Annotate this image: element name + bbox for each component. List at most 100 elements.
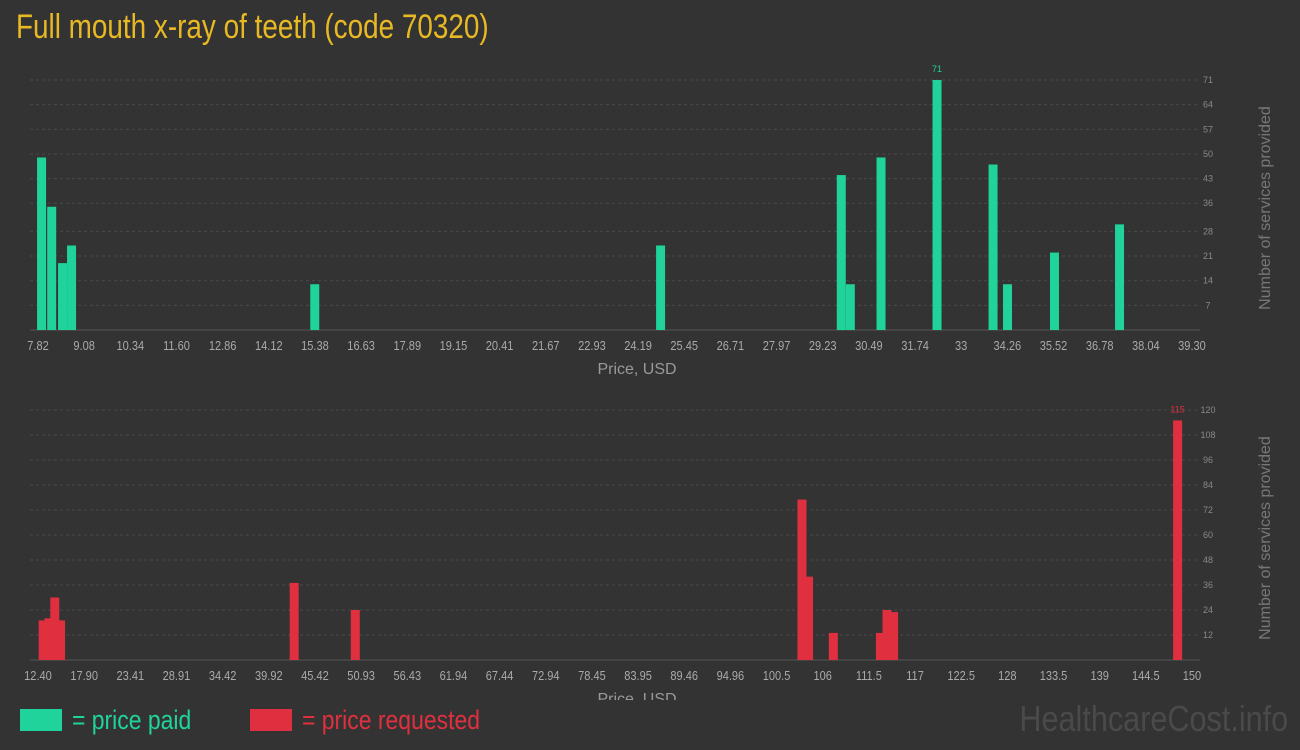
chart-panel-1: 7 14 21 28 36 43 50 57 64 71 71 7.82 9.08 10.34 11.60 1… (27, 64, 1274, 378)
y-axis-label: Number of services provided (1257, 106, 1274, 310)
x-tick-label: 26.71 (717, 338, 745, 353)
x-tick-label: 78.45 (578, 668, 606, 683)
legend-requested: = price requested (250, 704, 511, 735)
x-tick-label: 38.04 (1132, 338, 1160, 353)
x-tick-label: 39.30 (1178, 338, 1206, 353)
x-tick-label: 50.93 (347, 668, 375, 683)
y-tick-label: 72 (1203, 505, 1213, 515)
x-tick-label: 28.91 (163, 668, 191, 683)
peak-value-label: 71 (932, 64, 942, 74)
y-tick-label: 43 (1203, 174, 1213, 184)
x-tick-label: 19.15 (440, 338, 468, 353)
bar (1173, 420, 1183, 660)
legend-requested-swatch (250, 709, 292, 731)
x-tick-label: 29.23 (809, 338, 837, 353)
bar (875, 632, 885, 660)
x-tick-label: 34.26 (994, 338, 1022, 353)
x-tick-label: 56.43 (393, 668, 421, 683)
x-tick-label: 133.5 (1040, 668, 1068, 683)
bar (310, 284, 320, 330)
bar (58, 263, 68, 330)
x-tick-label: 122.5 (947, 668, 975, 683)
x-tick-label: 36.78 (1086, 338, 1114, 353)
chart-panel-2: 12 24 36 48 60 72 84 96 108 120 115 12.40 17.90 23.41… (24, 404, 1274, 700)
bar (56, 620, 66, 660)
x-tick-label: 94.96 (717, 668, 745, 683)
x-tick-label: 144.5 (1132, 668, 1160, 683)
y-axis-label: Number of services provided (1257, 436, 1274, 640)
bar (1115, 224, 1125, 330)
x-tick-label: 27.97 (763, 338, 791, 353)
x-tick-label: 23.41 (117, 668, 145, 683)
bar (47, 206, 57, 330)
y-tick-label: 36 (1203, 198, 1213, 208)
x-tick-label: 72.94 (532, 668, 560, 683)
bar (876, 157, 886, 330)
x-tick-label: 30.49 (855, 338, 883, 353)
legend-paid: = price paid (20, 704, 212, 735)
x-tick-label: 12.86 (209, 338, 237, 353)
y-tick-label: 21 (1203, 251, 1213, 261)
x-tick-label: 15.38 (301, 338, 329, 353)
watermark: HealthcareCost.info (1019, 698, 1288, 739)
bar (37, 157, 47, 330)
y-tick-label: 120 (1200, 405, 1215, 415)
x-axis-label: Price, USD (597, 691, 676, 700)
bar (44, 618, 54, 660)
bar (882, 610, 892, 660)
x-tick-label: 31.74 (901, 338, 929, 353)
y-tick-label: 96 (1203, 455, 1213, 465)
x-tick-label: 35.52 (1040, 338, 1068, 353)
bar (38, 620, 48, 660)
x-tick-label: 139 (1090, 668, 1109, 683)
x-tick-label: 128 (998, 668, 1017, 683)
x-tick-label: 20.41 (486, 338, 514, 353)
x-tick-label: 39.92 (255, 668, 283, 683)
y-tick-label: 14 (1203, 276, 1213, 286)
bar (289, 582, 299, 660)
y-tick-label: 71 (1203, 75, 1213, 85)
x-tick-label: 34.42 (209, 668, 237, 683)
y-tick-label: 48 (1203, 555, 1213, 565)
x-tick-label: 21.67 (532, 338, 560, 353)
bar (828, 632, 838, 660)
bar (1049, 252, 1059, 330)
legend-paid-swatch (20, 709, 62, 731)
x-tick-label: 89.46 (670, 668, 698, 683)
x-tick-label: 14.12 (255, 338, 283, 353)
x-tick-label: 117 (906, 668, 924, 683)
x-tick-label: 17.90 (70, 668, 98, 683)
y-tick-label: 50 (1203, 149, 1213, 159)
y-tick-label: 36 (1203, 580, 1213, 590)
x-tick-label: 33 (955, 338, 968, 353)
x-tick-label: 25.45 (670, 338, 698, 353)
x-tick-label: 61.94 (440, 668, 468, 683)
bar (988, 164, 998, 330)
chart-title: Full mouth x-ray of teeth (code 70320) (16, 8, 489, 46)
legend-paid-label: = price paid (72, 704, 192, 735)
x-tick-label: 11.60 (163, 338, 190, 353)
y-tick-label: 60 (1203, 530, 1213, 540)
legend-requested-label: = price requested (302, 704, 480, 735)
chart-canvas: 7 14 21 28 36 43 50 57 64 71 71 7.82 9.08 10.34 11.60 1… (24, 64, 1274, 700)
bar (1003, 284, 1013, 330)
bar (50, 597, 60, 660)
y-tick-label: 57 (1203, 124, 1213, 134)
bar (350, 610, 360, 660)
bar (797, 499, 807, 660)
x-tick-label: 12.40 (24, 668, 52, 683)
x-axis-label: Price, USD (597, 361, 676, 378)
y-tick-label: 7 (1205, 300, 1210, 310)
x-tick-label: 67.44 (486, 668, 514, 683)
y-tick-label: 64 (1203, 100, 1213, 110)
bar (932, 80, 942, 330)
x-tick-label: 150 (1183, 668, 1202, 683)
y-tick-label: 12 (1203, 630, 1213, 640)
y-tick-label: 28 (1203, 226, 1213, 236)
x-tick-label: 106 (814, 668, 833, 683)
peak-value-label: 115 (1170, 404, 1184, 414)
x-tick-label: 45.42 (301, 668, 329, 683)
y-tick-label: 24 (1203, 605, 1213, 615)
x-tick-label: 24.19 (624, 338, 652, 353)
x-tick-label: 7.82 (27, 338, 49, 353)
